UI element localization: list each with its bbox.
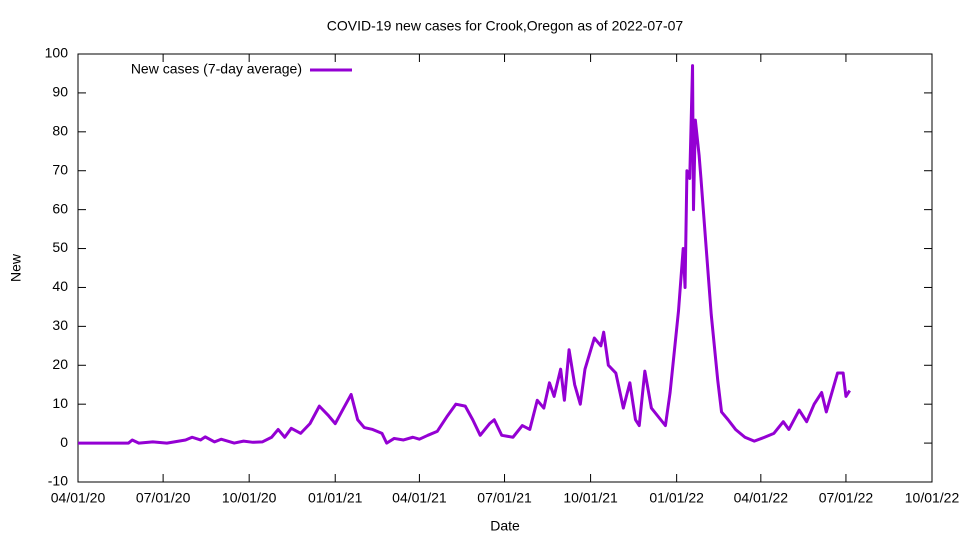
x-tick-label: 04/01/20 [51, 490, 106, 506]
y-tick-label: 80 [52, 123, 68, 139]
x-tick-label: 07/01/20 [136, 490, 191, 506]
legend-label: New cases (7-day average) [131, 61, 302, 77]
x-axis-label: Date [490, 518, 520, 534]
x-tick-label: 04/01/22 [734, 490, 789, 506]
y-tick-label: -10 [48, 473, 68, 489]
y-tick-label: 100 [45, 45, 69, 61]
y-tick-label: 30 [52, 317, 68, 333]
x-tick-label: 07/01/21 [477, 490, 532, 506]
x-tick-label: 10/01/20 [222, 490, 277, 506]
y-tick-label: 60 [52, 200, 68, 216]
y-tick-label: 50 [52, 239, 68, 255]
y-tick-label: 20 [52, 356, 68, 372]
y-tick-label: 90 [52, 84, 68, 100]
y-axis-label: New [8, 253, 24, 282]
x-tick-label: 01/01/22 [649, 490, 704, 506]
x-tick-label: 01/01/21 [308, 490, 363, 506]
x-tick-label: 04/01/21 [392, 490, 447, 506]
y-tick-label: 10 [52, 395, 68, 411]
x-tick-label: 07/01/22 [819, 490, 874, 506]
x-tick-label: 10/01/21 [563, 490, 618, 506]
y-tick-label: 0 [60, 434, 68, 450]
y-tick-label: 70 [52, 161, 68, 177]
y-tick-label: 40 [52, 278, 68, 294]
data-line [78, 64, 851, 445]
x-tick-label: 10/01/22 [905, 490, 960, 506]
chart-title: COVID-19 new cases for Crook,Oregon as o… [327, 18, 684, 34]
